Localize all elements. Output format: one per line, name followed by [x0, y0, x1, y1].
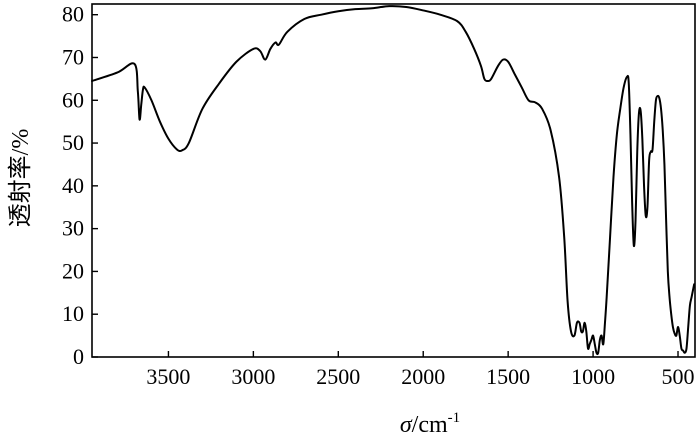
transmittance-curve [91, 5, 696, 356]
y-tick-label: 40 [62, 173, 84, 198]
x-tick-label: 1000 [571, 364, 615, 389]
x-axis-label-symbol: σ [400, 412, 413, 438]
y-tick-label: 10 [62, 301, 84, 326]
x-axis-ticks: 3500 3000 2500 2000 1500 1000 500 [146, 351, 695, 389]
y-tick-label: 50 [62, 130, 84, 155]
y-tick-label: 60 [62, 87, 84, 112]
y-axis-label: 透射率/% [7, 129, 34, 228]
x-axis-label-superscript: -1 [448, 410, 461, 426]
x-tick-label: 500 [662, 364, 695, 389]
y-tick-label: 20 [62, 258, 84, 283]
x-axis-label: σ/cm-1 [400, 410, 460, 438]
x-tick-label: 1500 [486, 364, 530, 389]
x-axis-label-unit: /cm [412, 412, 448, 438]
y-tick-label: 70 [62, 44, 84, 69]
y-tick-label: 80 [62, 2, 84, 27]
plot-frame [91, 3, 696, 358]
x-tick-label: 3500 [146, 364, 190, 389]
y-tick-label: 0 [73, 344, 84, 369]
x-tick-label: 3000 [231, 364, 275, 389]
y-tick-label: 30 [62, 216, 84, 241]
x-tick-label: 2000 [401, 364, 445, 389]
y-axis-ticks: 0 10 20 30 40 50 60 70 80 [62, 2, 98, 369]
x-tick-label: 2500 [316, 364, 360, 389]
